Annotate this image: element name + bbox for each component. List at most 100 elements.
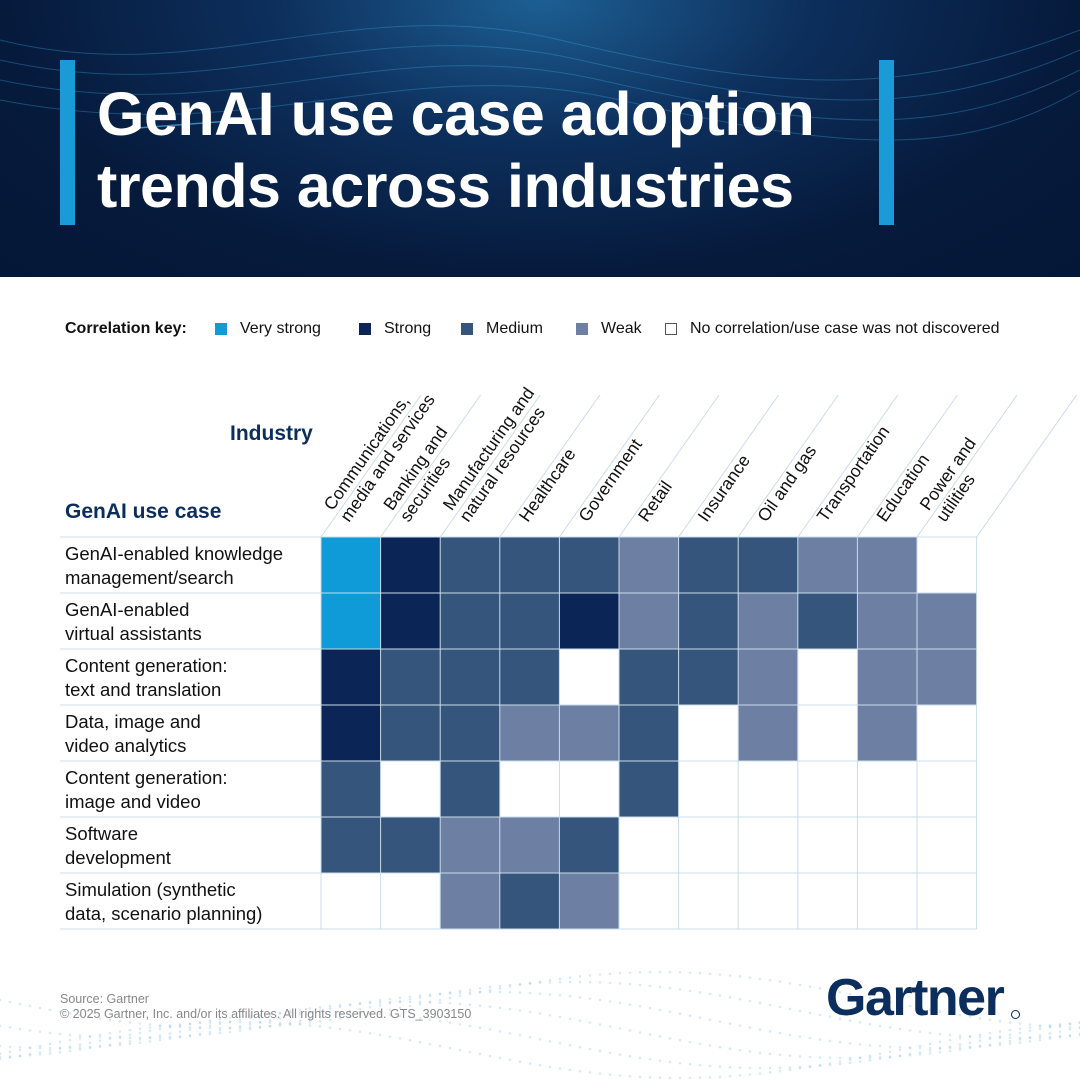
decorative-dot [708, 1044, 712, 1047]
decorative-dot [188, 1022, 192, 1026]
decorative-dot [638, 983, 642, 987]
decorative-dot [818, 987, 822, 990]
decorative-dot [638, 1004, 642, 1008]
use-case-label: Software development [65, 822, 320, 870]
decorative-dot [458, 989, 462, 993]
decorative-dot [978, 1045, 982, 1048]
decorative-dot [1068, 1028, 1072, 1031]
decorative-dot [448, 996, 452, 1000]
decorative-dot [648, 1006, 652, 1010]
decorative-dot [668, 1060, 672, 1064]
decorative-dot [248, 1026, 252, 1029]
heatmap-cell [797, 649, 858, 705]
decorative-dot [678, 1061, 682, 1065]
header-diagonal-line [797, 394, 899, 538]
heatmap-cell [559, 649, 619, 705]
heatmap-cell [321, 705, 381, 761]
decorative-dot [1018, 1036, 1022, 1040]
decorative-dot [388, 1035, 392, 1038]
decorative-dot [858, 1043, 862, 1046]
decorative-dot [528, 1010, 532, 1014]
heatmap-cell [499, 649, 560, 705]
decorative-dot [478, 990, 482, 994]
heatmap-cell [619, 761, 679, 817]
use-case-label-line: Simulation (synthetic [65, 879, 236, 900]
decorative-dot [838, 1017, 842, 1021]
decorative-dot [638, 970, 642, 974]
decorative-dot [918, 1050, 922, 1054]
decorative-dot [358, 1030, 362, 1034]
decorative-dot [738, 1074, 742, 1077]
use-case-label-line: image and video [65, 791, 201, 812]
decorative-dot [158, 1024, 162, 1027]
decorative-dot [318, 1019, 322, 1023]
legend: Correlation key: Very strong Strong Medi… [65, 318, 1045, 340]
heatmap-cell [619, 873, 679, 929]
decorative-dot [798, 983, 802, 987]
heatmap-cell [797, 817, 858, 873]
decorative-dot [838, 990, 842, 994]
decorative-dot [588, 997, 592, 1000]
heatmap-cell [380, 873, 441, 929]
decorative-dot [298, 1011, 302, 1014]
decorative-dot [128, 1042, 132, 1046]
decorative-dot [68, 1012, 72, 1015]
decorative-dot [728, 1074, 732, 1078]
decorative-dot [488, 985, 492, 989]
decorative-dot [738, 1048, 742, 1052]
heatmap-cell [440, 761, 500, 817]
decorative-dot [328, 1004, 332, 1008]
decorative-dot [418, 1017, 422, 1020]
heatmap-cell [738, 705, 798, 761]
heatmap-cell [321, 593, 381, 649]
decorative-dot [328, 1018, 332, 1022]
decorative-dot [478, 1052, 482, 1056]
decorative-dot [818, 1038, 822, 1041]
decorative-dot [768, 1071, 772, 1074]
use-case-axis-title: GenAI use case [65, 500, 222, 523]
industry-label-line: media and services [336, 390, 439, 525]
decorative-dot [438, 1019, 442, 1023]
decorative-dot [208, 1030, 212, 1034]
heatmap-cell [738, 593, 798, 649]
decorative-dot [828, 1063, 832, 1067]
decorative-dot [518, 1009, 522, 1012]
decorative-dot [338, 1010, 342, 1014]
decorative-dot [178, 1030, 182, 1033]
decorative-dot [318, 1010, 322, 1014]
decorative-dot [378, 1033, 382, 1037]
decorative-dot [888, 1026, 892, 1029]
decorative-dot [748, 1066, 752, 1070]
decorative-dot [178, 1035, 182, 1038]
decorative-dot [78, 1046, 82, 1049]
decorative-dot [38, 1053, 42, 1056]
decorative-dot [128, 1039, 132, 1043]
decorative-dot [808, 985, 812, 988]
decorative-dot [398, 1000, 402, 1003]
decorative-dot [668, 986, 672, 990]
decorative-dot [28, 1004, 32, 1008]
decorative-dot [708, 1018, 712, 1021]
heatmap-cell [857, 817, 917, 873]
decorative-dot [408, 998, 412, 1001]
decorative-dot [718, 1075, 722, 1079]
decorative-dot [898, 1027, 902, 1031]
heatmap-cell [499, 705, 560, 761]
decorative-dot [638, 1056, 642, 1060]
decorative-dot [108, 1018, 112, 1022]
decorative-dot [498, 1030, 502, 1033]
decorative-dot [1038, 1036, 1042, 1039]
decorative-dot [458, 1022, 462, 1026]
decorative-dot [728, 1047, 732, 1050]
decorative-dot [88, 1015, 92, 1019]
decorative-dot [278, 1017, 282, 1020]
decorative-dot [888, 1045, 892, 1049]
decorative-dot [798, 1009, 802, 1013]
decorative-dot [808, 1065, 812, 1069]
decorative-dot [918, 1006, 922, 1010]
decorative-dot [968, 1041, 972, 1044]
decorative-dot [708, 1076, 712, 1079]
decorative-dot [288, 1021, 292, 1024]
decorative-dot [528, 991, 532, 995]
decorative-dot [188, 1034, 192, 1037]
